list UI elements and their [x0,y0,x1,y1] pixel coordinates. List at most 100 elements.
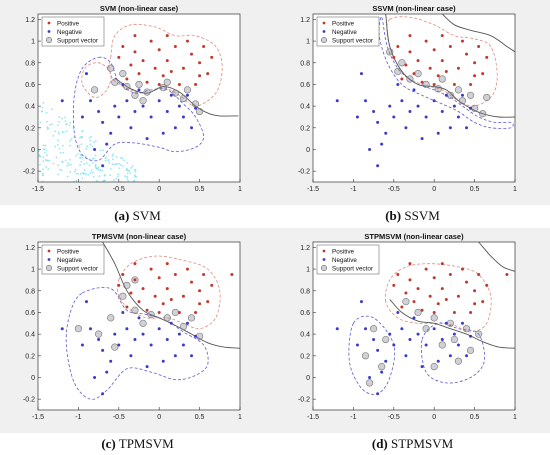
y-tick-label: 1 [306,39,310,46]
positive-point [448,273,452,277]
positive-point [202,45,206,49]
noise-point [58,120,60,123]
positive-point [444,69,448,73]
noise-point [57,139,60,142]
positive-point [194,310,198,314]
noise-point [75,172,78,175]
positive-point [169,69,173,73]
positive-point [404,63,408,67]
decision-boundary [389,299,515,349]
support-vector-point [111,343,119,351]
positive-point [408,50,412,54]
support-vector-point [430,363,438,371]
noise-point [61,117,63,120]
noise-point [126,162,129,164]
x-tick-label: 1 [238,414,242,421]
negative-point [190,354,194,358]
positive-point [133,278,137,282]
noise-point [78,146,81,149]
noise-point [70,138,73,140]
y-tick-label: 1 [306,267,310,274]
legend-negative-marker [322,30,326,33]
noise-point [116,175,119,178]
support-vector-point [187,314,196,322]
caption-text: SVM [129,208,161,223]
noise-point [56,144,59,146]
support-vector-point [123,83,131,91]
positive-point [194,82,198,86]
chart-title: STPMSVM (non-linear case) [364,232,464,241]
support-vector-point [382,335,390,344]
positive-point [477,273,481,277]
subfigure-caption: (a) SVM [0,208,275,224]
positive-point [440,34,444,38]
positive-point [190,52,194,56]
x-tick-label: 0 [432,186,436,193]
noise-point [87,173,90,176]
x-tick-label: -1.5 [32,414,44,421]
negative-point [157,327,161,331]
noise-point [81,177,84,180]
support-vector-point [475,330,483,338]
x-tick-label: -0.5 [113,414,125,421]
noise-point [81,136,84,139]
support-vector-point [171,308,179,317]
noise-point [50,123,53,126]
negative-point [380,370,384,374]
positive-point [424,39,428,43]
negative-point [424,343,428,347]
noise-point [104,159,107,162]
positive-point [392,55,396,59]
noise-point [90,169,93,172]
negative-point [161,131,165,135]
positive-point [473,74,477,78]
noise-point [88,136,91,139]
support-vector-point [365,379,374,387]
noise-point [119,164,122,166]
decision-boundary [385,14,515,118]
x-tick-label: -0.5 [388,186,400,193]
negative-point [149,115,153,119]
noise-point [131,165,134,168]
noise-point [124,175,126,178]
negative-point [117,343,121,347]
support-vector-point [466,346,475,354]
chart-svg: -1.5 -1 -0.5 0 0.5 1 -0.2 0 0.2 0.4 0.6 0.8 1 1.2 TPMS… [0,228,275,433]
negative-point [129,354,133,358]
negative-point [177,332,181,336]
positive-point [198,74,202,78]
noise-point [92,171,94,174]
noise-point [91,157,94,160]
panel-ssvm: -1.5 -1 -0.5 0 0.5 1 -0.2 0 0.2 0.4 0.6 0.8 1 1.2 SSVM… [275,0,550,227]
negative-point [129,126,133,130]
legend-support-vector-marker [320,36,328,44]
noise-point [97,166,100,169]
noise-point [45,111,48,114]
noise-point [83,169,86,172]
noise-point [104,157,107,160]
noise-point [52,162,55,165]
noise-point [74,168,77,171]
noise-point [94,154,97,157]
noise-point [64,159,67,162]
legend-support-vector-marker [320,264,328,272]
support-vector-point [111,78,119,86]
y-tick-label: 1.2 [25,245,35,252]
noise-point [42,160,45,163]
negative-point [380,142,384,146]
negative-point [181,115,185,119]
negative-point [165,338,169,342]
noise-point [94,163,97,166]
noise-point [80,160,83,163]
positive-point [145,80,149,84]
axes-box [312,241,516,411]
negative-point [101,120,105,124]
x-tick-label: 0.5 [470,186,480,193]
negative-point [157,99,161,103]
noise-point [92,175,95,178]
positive-point [420,80,424,84]
legend-label: Support vector [332,37,373,44]
chart-title: SSVM (non-linear case) [372,4,456,13]
support-vector-point [369,325,378,333]
noise-point [114,163,117,165]
